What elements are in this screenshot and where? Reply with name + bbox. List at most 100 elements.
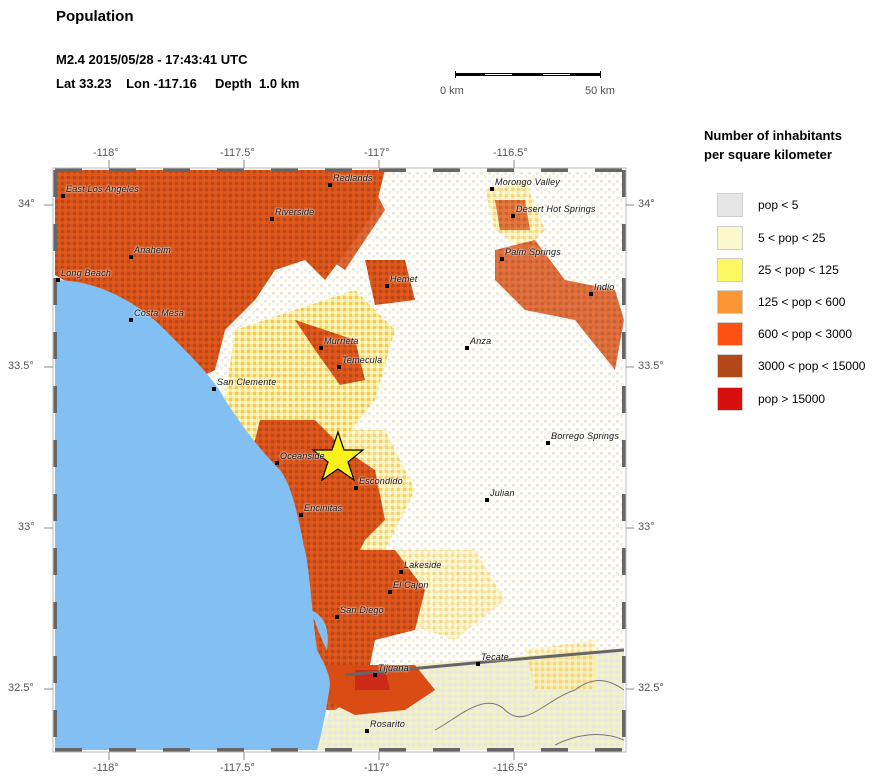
y-tick-right: 33.5° [638,360,664,372]
epicenter-star-icon[interactable] [311,430,365,482]
city-label: San Diego [340,605,384,615]
city-label: East Los Angeles [66,184,139,194]
legend-title-line1: Number of inhabitants [704,128,842,143]
x-tick-top: -116.5° [493,147,528,159]
city-marker-icon [328,183,332,187]
city-marker-icon [500,257,504,261]
city-label: El Cajon [393,580,429,590]
city-label: Long Beach [61,268,112,278]
x-tick-top: -117° [364,147,390,159]
city-label: Morongo Valley [495,177,561,187]
legend-label: 25 < pop < 125 [758,263,839,277]
city-marker-icon [337,365,341,369]
x-tick-top: -117.5° [220,147,255,159]
city-marker-icon [275,461,279,465]
city-label: Riverside [275,207,315,217]
event-location: Lat 33.23 Lon -117.16 Depth 1.0 km [56,76,300,91]
city-label: Temecula [342,355,383,365]
legend-label: 125 < pop < 600 [758,295,846,309]
city-marker-icon [476,662,480,666]
city-marker-icon [546,441,550,445]
city-label: Encinitas [304,503,343,513]
y-tick-left: 33.5° [8,360,34,372]
city-label: Costa Mesa [134,308,185,318]
city-marker-icon [373,673,377,677]
city-marker-icon [129,255,133,259]
x-tick-top: -118° [93,147,119,159]
city-marker-icon [270,217,274,221]
legend-title: Number of inhabitants per square kilomet… [704,126,842,164]
y-tick-right: 33° [638,521,655,533]
city-label: Tijuana [378,663,409,673]
city-label: Anza [470,336,492,346]
map-title: Population [56,8,134,25]
city-label: Anaheim [134,245,171,255]
city-label: Palm Springs [505,247,561,257]
legend-label: pop > 15000 [758,392,826,406]
city-label: Murrieta [324,336,359,346]
y-tick-left: 33° [18,521,35,533]
legend-label: 3000 < pop < 15000 [758,359,866,373]
city-label: San Clemente [217,377,277,387]
legend-item: 600 < pop < 3000 [717,322,852,346]
scale-bar [455,71,601,78]
city-label: Tecate [481,652,509,662]
y-tick-right: 34° [638,198,655,210]
legend-label: pop < 5 [758,198,799,212]
city-label: Hemet [390,274,418,284]
city-label: Borrego Springs [551,431,620,441]
x-tick-bottom: -118° [93,762,119,774]
y-tick-left: 34° [18,198,35,210]
y-tick-left: 32.5° [8,682,34,694]
city-marker-icon [129,318,133,322]
city-marker-icon [212,387,216,391]
city-label: Escondido [359,476,403,486]
city-marker-icon [511,214,515,218]
city-marker-icon [299,513,303,517]
y-tick-right: 32.5° [638,682,664,694]
legend-swatch [717,258,743,282]
city-marker-icon [56,278,60,282]
city-marker-icon [319,346,323,350]
city-marker-icon [354,486,358,490]
city-marker-icon [465,346,469,350]
legend-label: 600 < pop < 3000 [758,327,853,341]
city-label: Lakeside [404,560,442,570]
x-tick-bottom: -117.5° [220,762,255,774]
legend-swatch [717,354,743,378]
city-marker-icon [335,615,339,619]
legend-swatch [717,290,743,314]
city-marker-icon [385,284,389,288]
legend-swatch [717,226,743,250]
map-canvas [55,170,624,750]
legend-swatch [717,322,743,346]
city-marker-icon [399,570,403,574]
event-summary: M2.4 2015/05/28 - 17:43:41 UTC [56,52,248,67]
legend-swatch [717,387,743,411]
city-label: Rosarito [370,719,406,729]
legend-item: pop < 5 [717,193,798,217]
city-marker-icon [589,292,593,296]
scale-end-label: 50 km [585,85,615,97]
legend-label: 5 < pop < 25 [758,231,826,245]
legend-item: 5 < pop < 25 [717,226,825,250]
legend-title-line2: per square kilometer [704,147,832,162]
x-tick-bottom: -117° [364,762,390,774]
city-label: Julian [490,488,515,498]
city-label: Indio [594,282,615,292]
city-marker-icon [61,194,65,198]
city-label: Redlands [333,173,373,183]
population-map[interactable] [55,170,624,750]
city-marker-icon [365,729,369,733]
legend-item: 25 < pop < 125 [717,258,839,282]
legend-swatch [717,193,743,217]
scale-start-label: 0 km [440,85,464,97]
city-marker-icon [388,590,392,594]
legend-item: pop > 15000 [717,387,825,411]
city-label: Oceanside [280,451,325,461]
city-label: Desert Hot Springs [516,204,596,214]
x-tick-bottom: -116.5° [493,762,528,774]
legend-item: 125 < pop < 600 [717,290,845,314]
city-marker-icon [485,498,489,502]
